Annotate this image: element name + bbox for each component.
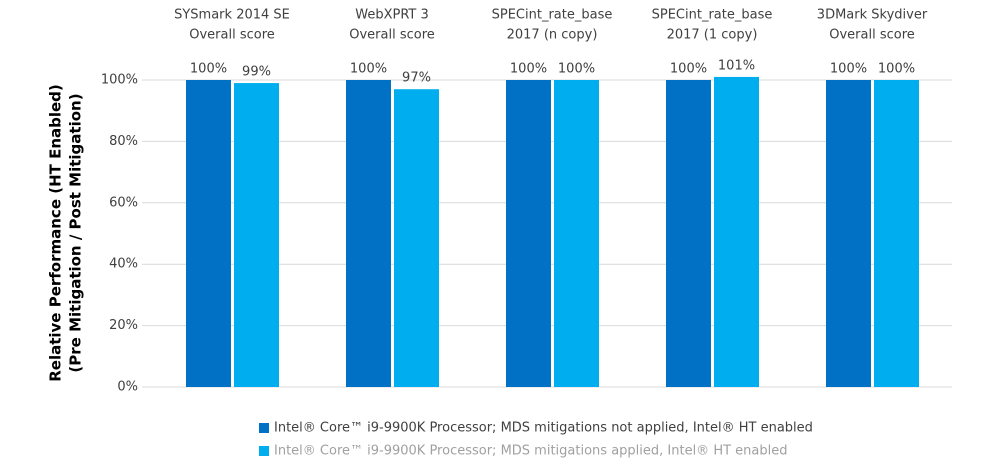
category-label: SPECint_rate_base [492,8,613,23]
bar [826,80,871,387]
bar [186,80,231,387]
bar [506,80,551,387]
category-label: 2017 (1 copy) [667,28,758,43]
y-tick-label: 80% [109,134,138,149]
y-tick-label: 20% [109,318,138,333]
value-label: 100% [510,62,547,77]
legend-label: Intel® Core™ i9-9900K Processor; MDS mit… [274,421,813,436]
y-axis-title-line: (Pre Mitigation / Post Mitigation) [67,93,85,372]
bar [714,76,759,388]
bar [666,80,711,387]
category-label: Overall score [349,28,435,43]
legend-swatch [259,423,269,433]
y-axis-title: Relative Performance (HT Enabled) (Pre Mi… [47,84,85,382]
category-label: SYSmark 2014 SE [174,8,290,23]
bar [874,80,919,387]
category-label: 3DMark Skydiver [817,8,928,23]
bar [346,80,391,387]
value-label: 100% [558,62,595,77]
category-label: Overall score [189,28,275,43]
bar [394,89,439,388]
category-label: 2017 (n copy) [507,28,598,43]
category-label: WebXPRT 3 [355,8,429,23]
legend-swatch [259,446,269,456]
value-label: 100% [190,62,227,77]
y-tick-label: 60% [109,195,138,210]
value-label: 101% [718,58,755,73]
value-label: 100% [350,62,387,77]
category-label: SPECint_rate_base [652,8,773,23]
y-tick-label: 40% [109,257,138,272]
value-label: 97% [402,71,431,86]
value-label: 100% [670,62,707,77]
y-tick-label: 100% [101,73,138,88]
value-label: 100% [830,62,867,77]
value-label: 99% [242,65,271,80]
value-label: 100% [878,62,915,77]
bar [234,83,279,387]
y-axis-title-line: Relative Performance (HT Enabled) [47,84,65,382]
bar [554,80,599,387]
y-tick-label: 0% [117,380,138,395]
category-label: Overall score [829,28,915,43]
legend-label: Intel® Core™ i9-9900K Processor; MDS mit… [274,444,787,459]
